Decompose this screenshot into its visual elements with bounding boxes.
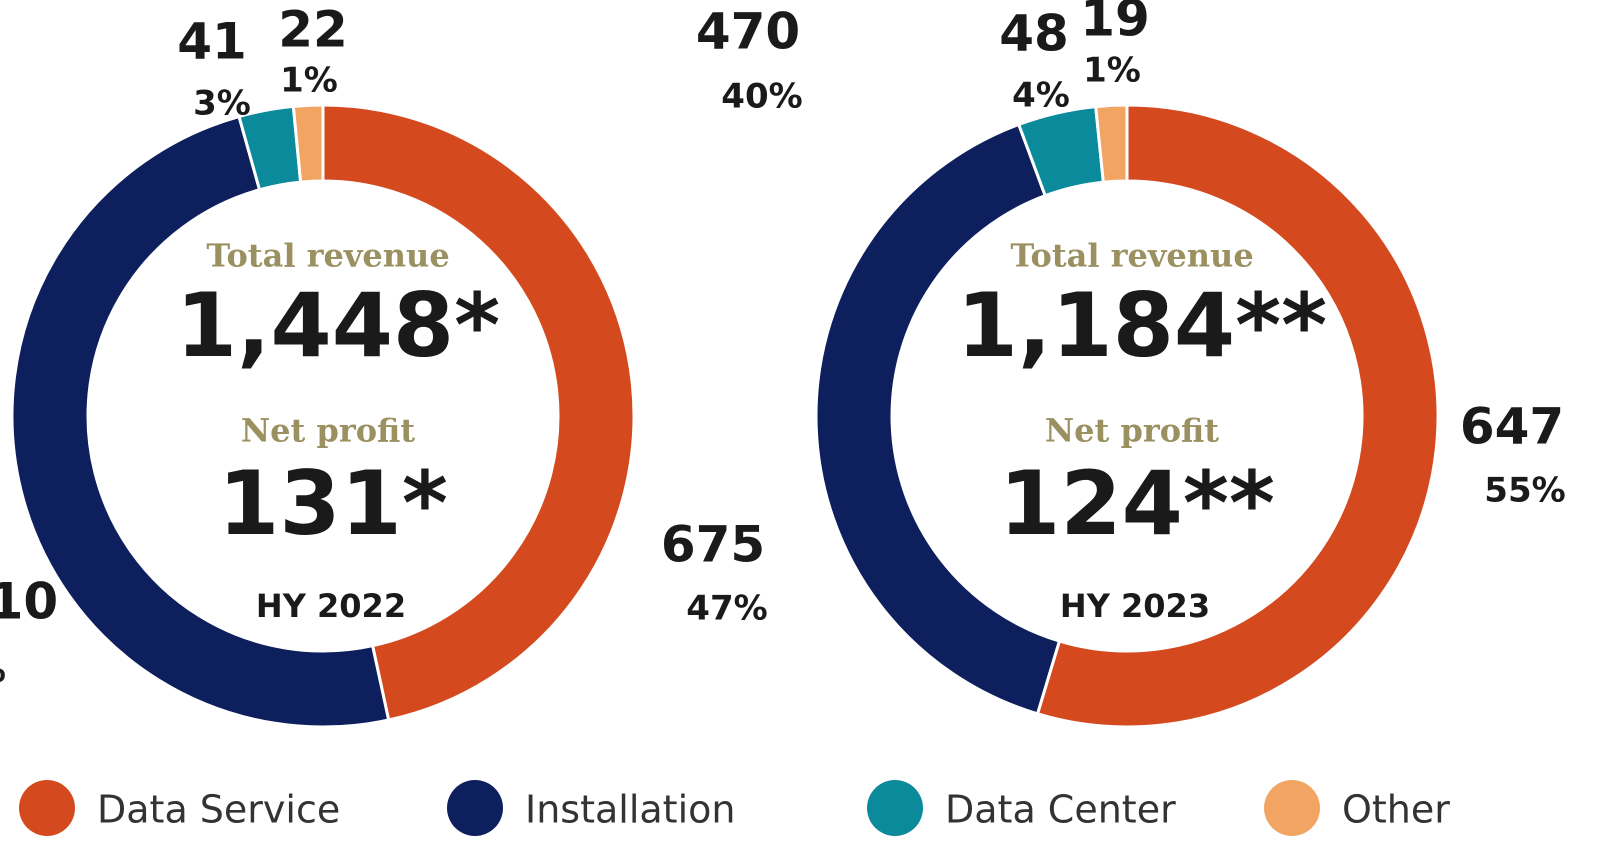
value-label: 19 — [1080, 0, 1150, 48]
value-label: 22 — [278, 1, 348, 59]
legend-marker — [19, 780, 75, 836]
legend-label: Installation — [525, 788, 735, 832]
profit-label: Net profit — [1045, 412, 1219, 450]
value-label: 41 — [177, 13, 247, 71]
percent-label: 40% — [721, 77, 802, 117]
total-label: Total revenue — [1010, 237, 1253, 275]
percent-label: 1% — [1083, 51, 1141, 91]
period-label: HY 2023 — [1060, 587, 1210, 625]
period-label: HY 2022 — [256, 587, 406, 625]
percent-label: 1% — [280, 61, 338, 101]
total-value: 1,184** — [957, 274, 1327, 377]
percent-label: 47% — [686, 589, 767, 629]
legend-label: Other — [1342, 788, 1450, 832]
profit-label: Net profit — [241, 412, 415, 450]
percent-label: 3% — [193, 84, 251, 124]
legend-label: Data Service — [97, 788, 340, 832]
value-label: 675 — [661, 516, 765, 574]
chart: 67547%71049%413%221%Total revenue1,448*N… — [0, 0, 1619, 862]
donut-slice — [816, 124, 1059, 713]
value-label: 470 — [696, 3, 800, 61]
profit-value: 124** — [999, 452, 1275, 555]
value-label: 48 — [999, 5, 1069, 63]
percent-label: 55% — [1484, 471, 1565, 511]
legend-label: Data Center — [945, 788, 1176, 832]
value-label: 647 — [1460, 398, 1564, 456]
total-value: 1,448* — [176, 274, 500, 377]
legend-marker — [447, 780, 503, 836]
percent-label: 49% — [0, 651, 6, 691]
percent-label: 4% — [1012, 76, 1070, 116]
total-label: Total revenue — [206, 237, 449, 275]
legend-marker — [867, 780, 923, 836]
value-label: 710 — [0, 573, 58, 631]
legend-marker — [1264, 780, 1320, 836]
profit-value: 131* — [218, 452, 448, 555]
